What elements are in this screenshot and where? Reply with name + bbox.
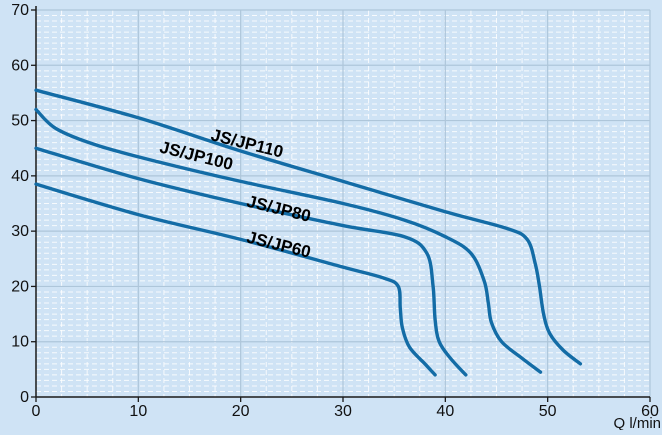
- series-label-js-jp80: JS/JP80: [245, 192, 313, 226]
- series-line-js-jp80: [34, 146, 468, 377]
- series-label-js-jp60: JS/JP60: [245, 228, 313, 262]
- x-tick-label: 10: [129, 403, 147, 420]
- series-line-js-jp60: [34, 182, 437, 377]
- x-tick-label: 0: [32, 403, 41, 420]
- series-line-js-jp110: [34, 88, 583, 366]
- series-line-js-jp100: [34, 107, 543, 374]
- axes: 0 10 20 30 40 50 60 70 0 10 20 30 40 50 60: [11, 2, 659, 420]
- y-tick-label: 40: [11, 168, 29, 185]
- y-tick-label: 30: [11, 223, 29, 240]
- y-tick-label: 10: [11, 334, 29, 351]
- x-tick-label: 50: [539, 403, 557, 420]
- x-axis-label: Q l/min: [613, 415, 661, 430]
- y-tick-label: 20: [11, 278, 29, 295]
- x-tick-label: 40: [436, 403, 454, 420]
- x-tick-label: 60: [641, 403, 659, 420]
- grid: [36, 9, 651, 397]
- series-lines: [34, 88, 583, 377]
- y-tick-label: 0: [20, 389, 29, 406]
- x-tick-label: 20: [232, 403, 250, 420]
- y-tick-label: 50: [11, 113, 29, 130]
- y-tick-label: 70: [11, 2, 29, 19]
- y-tick-label: 60: [11, 57, 29, 74]
- x-tick-label: 30: [334, 403, 352, 420]
